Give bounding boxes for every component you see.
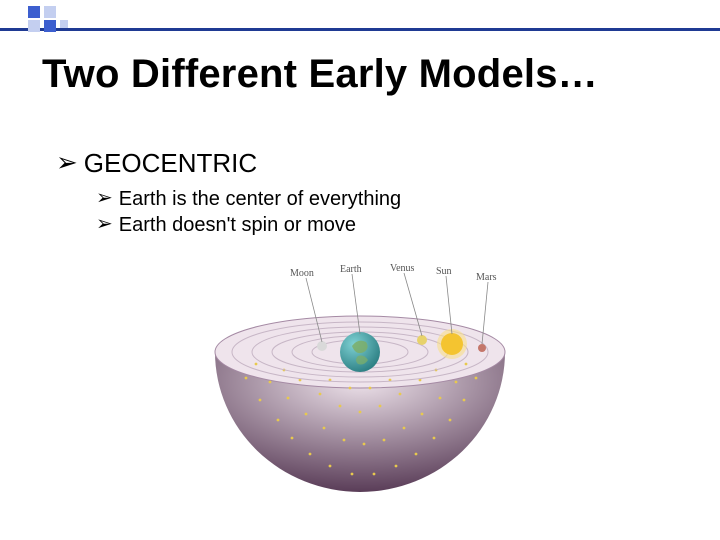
geocentric-diagram: Moon Earth Venus Sun Mars xyxy=(200,260,520,510)
bullet-l1-text: GEOCENTRIC xyxy=(84,148,257,178)
corner-square-icon xyxy=(60,20,68,28)
diagram-label: Moon xyxy=(290,268,314,279)
arrow-icon: ➢ xyxy=(96,211,113,236)
bullet-l2-text: Earth doesn't spin or move xyxy=(119,214,356,236)
corner-square-icon xyxy=(44,20,56,32)
corner-square-icon xyxy=(28,6,40,18)
arrow-icon: ➢ xyxy=(56,147,78,178)
diagram-label: Earth xyxy=(340,264,362,275)
diagram-label: Sun xyxy=(436,266,452,277)
topbar-stripe xyxy=(0,28,720,31)
slide-container: Two Different Early Models… ➢GEOCENTRIC … xyxy=(0,0,720,540)
bullet-level2: ➢ Earth is the center of everything xyxy=(96,186,401,211)
diagram-label: Mars xyxy=(476,272,497,283)
bullet-level2: ➢ Earth doesn't spin or move xyxy=(96,212,356,237)
diagram-svg xyxy=(200,260,520,510)
bullet-l2-text: Earth is the center of everything xyxy=(119,188,401,210)
corner-square-icon xyxy=(28,20,40,32)
arrow-icon: ➢ xyxy=(96,185,113,210)
bullet-level1: ➢GEOCENTRIC xyxy=(56,148,257,179)
diagram-label: Venus xyxy=(390,263,414,274)
corner-square-icon xyxy=(44,6,56,18)
slide-topbar xyxy=(0,0,720,40)
slide-title: Two Different Early Models… xyxy=(42,52,598,97)
